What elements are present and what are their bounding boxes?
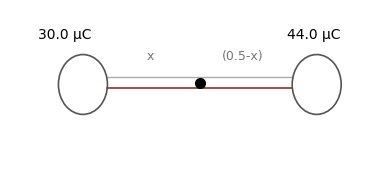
Text: 30.0 μC: 30.0 μC bbox=[38, 28, 91, 42]
Text: 44.0 μC: 44.0 μC bbox=[287, 28, 340, 42]
Text: (0.5-x): (0.5-x) bbox=[222, 50, 264, 63]
Text: x: x bbox=[147, 50, 155, 63]
